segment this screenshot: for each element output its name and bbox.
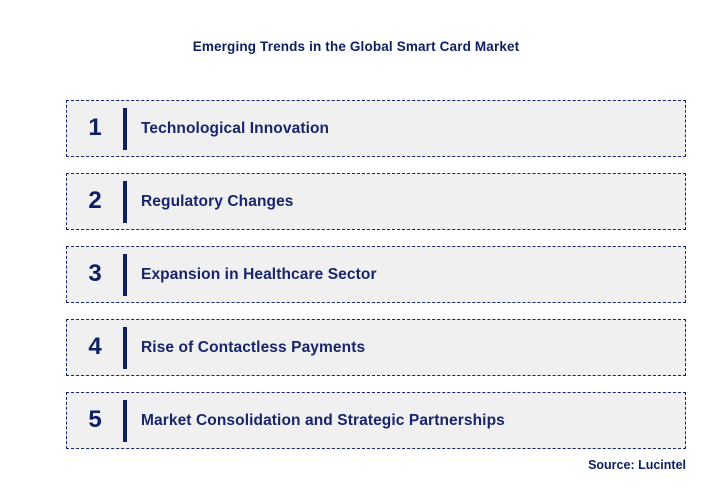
trend-number: 1	[88, 113, 102, 141]
trend-number: 3	[88, 259, 102, 287]
page-title: Emerging Trends in the Global Smart Card…	[192, 39, 520, 54]
trend-label: Rise of Contactless Payments	[141, 338, 366, 356]
divider-bar-icon	[123, 326, 127, 369]
trend-label: Market Consolidation and Strategic Partn…	[141, 411, 505, 429]
trend-number: 2	[88, 186, 102, 214]
divider-bar-icon	[123, 253, 127, 296]
divider-bar-icon	[123, 107, 127, 150]
divider-bar-icon	[123, 399, 127, 442]
trend-number: 4	[88, 332, 102, 360]
list-item: 2 Regulatory Changes	[66, 173, 686, 230]
trend-label: Technological Innovation	[141, 119, 330, 137]
source-attribution: Source: Lucintel	[588, 458, 686, 472]
trend-label: Regulatory Changes	[141, 192, 294, 210]
list-item: 4 Rise of Contactless Payments	[66, 319, 686, 376]
trend-number: 5	[88, 405, 102, 433]
trend-label: Expansion in Healthcare Sector	[141, 265, 377, 283]
trend-list: 1 Technological Innovation 2 Regulatory …	[66, 100, 686, 449]
divider-bar-icon	[123, 180, 127, 223]
list-item: 1 Technological Innovation	[66, 100, 686, 157]
list-item: 5 Market Consolidation and Strategic Par…	[66, 392, 686, 449]
list-item: 3 Expansion in Healthcare Sector	[66, 246, 686, 303]
